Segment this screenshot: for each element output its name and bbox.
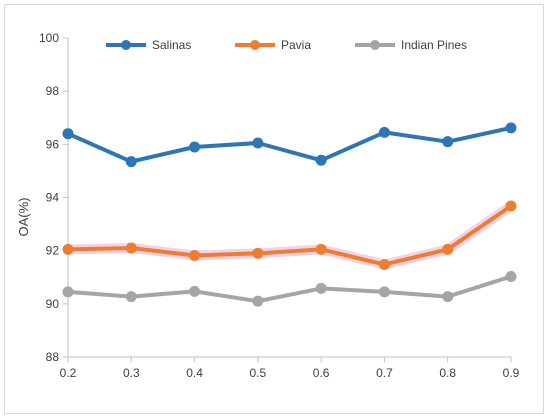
series-indian-pines <box>62 270 517 307</box>
data-point <box>315 243 327 255</box>
data-point <box>315 154 327 166</box>
y-tick-label: 92 <box>46 244 60 258</box>
data-point <box>252 247 264 259</box>
series-salinas <box>62 122 517 168</box>
series-line-glow <box>67 201 514 270</box>
data-point <box>442 243 454 255</box>
y-tick-label: 88 <box>46 350 60 364</box>
legend: Salinas Pavia Indian Pines <box>106 38 467 52</box>
data-point <box>125 156 137 168</box>
legend-item-pavia: Pavia <box>235 38 311 52</box>
x-tick-label: 0.8 <box>439 366 456 380</box>
data-point <box>62 286 74 298</box>
data-point <box>189 249 201 261</box>
data-point <box>252 137 264 149</box>
chart-frame <box>4 4 544 414</box>
legend-label: Indian Pines <box>401 38 467 52</box>
legend-swatch-marker <box>121 40 131 50</box>
data-point <box>125 242 137 254</box>
y-tick-label: 96 <box>46 137 60 151</box>
legend-item-salinas: Salinas <box>106 38 191 52</box>
legend-swatch-marker <box>370 40 380 50</box>
data-point <box>378 258 390 270</box>
y-tick-label: 98 <box>46 84 60 98</box>
series-layer <box>62 122 517 307</box>
series-line <box>67 274 512 304</box>
data-point <box>505 122 517 134</box>
data-point <box>315 282 327 294</box>
series-pavia <box>62 200 517 270</box>
data-point <box>189 285 201 297</box>
x-tick-label: 0.4 <box>186 366 203 380</box>
x-tick-label: 0.2 <box>60 366 77 380</box>
x-axis: 0.2 0.3 0.4 0.5 0.6 0.7 0.8 0.9 <box>60 356 520 380</box>
data-point <box>505 200 517 212</box>
data-point <box>442 136 454 148</box>
series-line <box>67 125 512 164</box>
x-tick-label: 0.3 <box>123 366 140 380</box>
legend-swatch-marker <box>250 40 260 50</box>
data-point <box>442 291 454 303</box>
y-tick-label: 94 <box>46 191 60 205</box>
y-axis: 88 90 92 94 96 98 100 <box>39 31 69 364</box>
data-point <box>505 270 517 282</box>
x-tick-label: 0.9 <box>503 366 520 380</box>
x-tick-label: 0.7 <box>376 366 393 380</box>
data-point <box>189 141 201 153</box>
data-point <box>252 295 264 307</box>
legend-label: Salinas <box>152 38 191 52</box>
data-point <box>378 286 390 298</box>
data-point <box>62 243 74 255</box>
y-tick-label: 90 <box>46 297 60 311</box>
x-tick-label: 0.6 <box>313 366 330 380</box>
data-point <box>378 126 390 138</box>
y-tick-label: 100 <box>39 31 59 45</box>
series-line <box>67 204 513 267</box>
data-point <box>62 128 74 140</box>
legend-label: Pavia <box>281 38 311 52</box>
y-axis-label: OA(%) <box>16 198 31 237</box>
legend-item-indian-pines: Indian Pines <box>355 38 467 52</box>
x-tick-label: 0.5 <box>250 366 267 380</box>
data-point <box>125 291 137 303</box>
